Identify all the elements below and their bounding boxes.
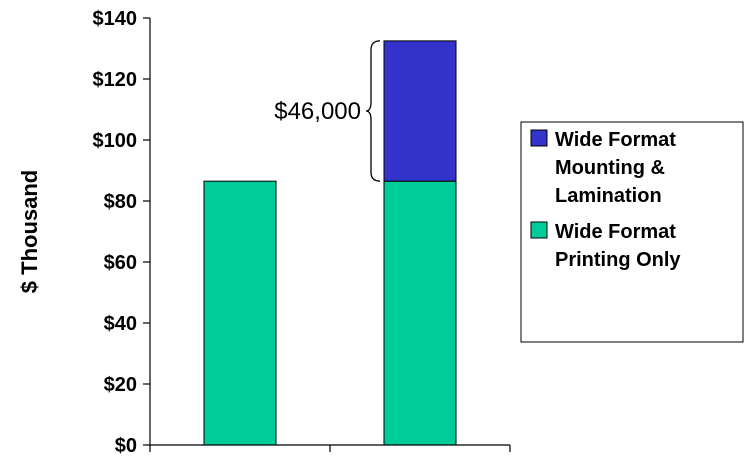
legend-swatch xyxy=(531,222,547,238)
x-ticks xyxy=(150,445,510,452)
y-tick-label: $60 xyxy=(104,252,137,274)
legend-label: Lamination xyxy=(555,185,662,207)
legend: Wide Format Mounting & Lamination Wide Form… xyxy=(521,122,743,342)
y-tick-label: $0 xyxy=(115,435,137,457)
y-tick-label: $140 xyxy=(93,8,138,30)
y-tick-label: $40 xyxy=(104,313,137,335)
y-tick-label: $100 xyxy=(93,130,138,152)
bar-segment-printing-only xyxy=(204,181,276,445)
y-axis-title: $ Thousand xyxy=(17,170,42,293)
annotation-brace xyxy=(366,41,380,181)
y-ticks: $0 $20 $40 $60 $80 $100 $120 $140 xyxy=(93,8,151,457)
annotation-layer: $46,000 xyxy=(274,41,380,181)
bar-segment-mounting-lamination xyxy=(384,41,456,181)
annotation-label: $46,000 xyxy=(274,98,361,125)
legend-label: Printing Only xyxy=(555,249,681,271)
legend-label: Wide Format xyxy=(555,129,676,151)
y-tick-label: $120 xyxy=(93,69,138,91)
legend-swatch xyxy=(531,130,547,146)
y-tick-label: $80 xyxy=(104,191,137,213)
legend-label: Wide Format xyxy=(555,221,676,243)
legend-label: Mounting & xyxy=(555,157,665,179)
bar-segment-printing-only xyxy=(384,181,456,445)
y-tick-label: $20 xyxy=(104,374,137,396)
